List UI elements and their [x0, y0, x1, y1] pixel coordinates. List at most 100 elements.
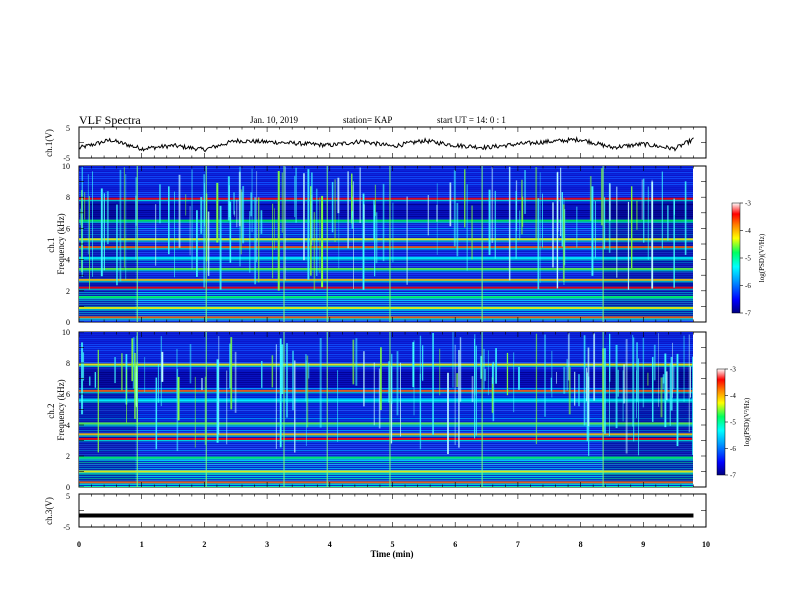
vertical-event-line — [389, 166, 391, 322]
sferic-streak — [114, 357, 116, 384]
band-line — [79, 269, 693, 272]
sferic-streak — [363, 351, 365, 407]
spectrogram-row — [79, 342, 693, 344]
sferic-streak — [651, 357, 654, 422]
sferic-streak — [413, 340, 415, 416]
spectrogram-row — [79, 310, 693, 312]
sferic-streak — [271, 355, 274, 388]
spectrogram-row — [79, 358, 693, 360]
spectrogram-row — [79, 278, 693, 280]
sferic-streak — [436, 204, 438, 222]
sferic-streak — [257, 197, 260, 283]
colorbar-tick-label: -6 — [745, 282, 751, 290]
sferic-streak — [642, 337, 645, 408]
spectrogram-row — [79, 468, 693, 470]
ch2-spectrogram-ticks — [78, 331, 707, 488]
sferic-streak — [587, 347, 590, 427]
spectrogram-row — [79, 474, 693, 476]
colorbar-tick-label: -7 — [745, 310, 751, 318]
sferic-streak — [550, 377, 552, 392]
spectrogram-row — [79, 420, 693, 422]
sferic-streak — [672, 342, 673, 398]
spectrogram-row — [79, 226, 693, 228]
sferic-streak — [487, 350, 489, 396]
band-line — [79, 316, 693, 319]
sferic-streak — [337, 370, 339, 442]
spectrogram-row — [79, 294, 693, 296]
vertical-event-line — [136, 332, 138, 487]
band-line — [79, 267, 693, 270]
spectrogram-row — [79, 204, 693, 206]
spectrogram-row — [79, 412, 693, 414]
spectrogram-row — [79, 432, 693, 434]
sferic-streak — [688, 334, 690, 433]
sferic-streak — [285, 343, 288, 418]
sferic-streak — [475, 345, 477, 436]
sferic-streak — [334, 179, 336, 242]
spectrogram-row — [79, 302, 693, 304]
time-tick-label: 0 — [77, 540, 81, 549]
spectrogram-row — [79, 340, 693, 342]
band-line — [79, 481, 693, 484]
frequency-tick-label: 4 — [66, 256, 70, 265]
time-tick-label: 2 — [202, 540, 206, 549]
ch2-spectrogram-ylabel: ch.2 Frequency (kHz) — [46, 379, 66, 440]
band-line — [79, 197, 693, 200]
sferic-streak — [254, 197, 257, 285]
colorbar-tick-label: -5 — [730, 419, 736, 427]
sferic-streak — [87, 174, 89, 255]
sferic-streak — [305, 360, 307, 447]
ch2-colorbar-label: log(PSD)(V²/Hz) — [743, 397, 751, 446]
sferic-streak — [616, 186, 618, 278]
sferic-streak — [673, 198, 675, 288]
spectrogram-row — [79, 376, 693, 378]
spectrogram-row — [79, 352, 693, 354]
time-tick-label: 10 — [702, 540, 710, 549]
sferic-streak — [353, 181, 354, 290]
frequency-tick-label: 0 — [66, 483, 70, 492]
vertical-event-line — [326, 166, 328, 322]
spectrogram-row — [79, 386, 693, 388]
spectrogram-row — [79, 356, 693, 358]
sferic-streak — [261, 360, 263, 388]
sferic-streak — [274, 208, 275, 250]
spectrogram-row — [79, 256, 693, 258]
spectrogram-row — [79, 180, 693, 182]
spectrogram-row — [79, 214, 693, 216]
sferic-streak — [494, 190, 496, 259]
spectrogram-row — [79, 320, 693, 322]
sferic-streak — [229, 343, 231, 389]
spectrogram-row — [79, 168, 693, 170]
sferic-streak — [194, 376, 196, 448]
sferic-streak — [586, 367, 588, 402]
spectrogram-row — [79, 384, 693, 386]
sferic-streak — [176, 368, 179, 452]
sferic-streak — [491, 363, 494, 384]
spectrogram-row — [79, 190, 693, 192]
sferic-streak — [308, 363, 310, 379]
sferic-streak — [399, 362, 401, 437]
sferic-streak — [89, 195, 90, 290]
sferic-streak — [406, 196, 408, 285]
sferic-streak — [294, 175, 296, 218]
spectrogram-row — [79, 466, 693, 468]
sferic-streak — [229, 201, 232, 263]
sferic-streak — [658, 333, 659, 407]
sferic-streak — [617, 369, 619, 397]
spectrogram-row — [79, 378, 693, 380]
spectrogram-row — [79, 444, 693, 446]
sferic-streak — [207, 211, 210, 276]
sferic-streak — [535, 167, 538, 241]
sferic-streak — [337, 177, 340, 214]
spectrogram-row — [79, 182, 693, 184]
sferic-streak — [627, 201, 630, 290]
sferic-streak — [236, 199, 238, 228]
sferic-streak — [351, 173, 353, 224]
band-line — [79, 238, 693, 241]
spectrogram-row — [79, 334, 693, 336]
band-line — [79, 286, 693, 289]
sferic-streak — [204, 376, 207, 445]
spectrogram-row — [79, 344, 693, 346]
sferic-streak — [250, 192, 253, 217]
sferic-streak — [676, 353, 679, 447]
